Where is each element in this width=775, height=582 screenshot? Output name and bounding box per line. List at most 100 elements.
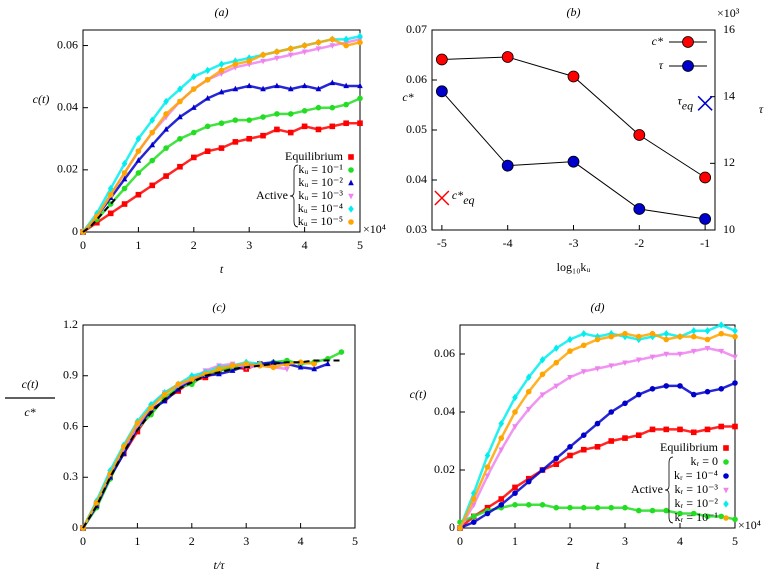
marker: [175, 381, 181, 388]
marker: [470, 496, 477, 502]
x-tick-label: 4: [302, 238, 308, 252]
marker: [218, 88, 225, 95]
marker: [498, 419, 505, 428]
y-tick-label: 0.03: [406, 222, 427, 236]
marker: [649, 507, 656, 514]
x-multiplier: ×10⁴: [738, 518, 761, 532]
legend-marker: [723, 487, 729, 494]
x-axis-label: t/τ: [214, 558, 226, 572]
legend-label: kᵣ = 0: [690, 454, 718, 468]
marker: [649, 386, 656, 392]
marker: [107, 191, 114, 198]
marker: [135, 191, 142, 198]
marker: [135, 170, 142, 176]
marker: [163, 126, 169, 132]
legend-label: kᵣ = 10⁻³: [675, 482, 719, 496]
marker: [699, 171, 712, 184]
y-tick-label: 0: [449, 520, 455, 534]
marker: [732, 354, 738, 361]
marker: [484, 510, 491, 517]
marker: [218, 67, 225, 74]
marker: [315, 85, 322, 92]
x-tick-label: 5: [352, 534, 358, 548]
marker: [315, 46, 322, 53]
marker: [635, 357, 642, 364]
marker: [434, 190, 450, 206]
marker: [704, 388, 711, 395]
reference-label: c*eq: [452, 188, 475, 207]
legend-marker: [348, 179, 354, 186]
marker: [94, 219, 100, 226]
marker: [301, 123, 308, 130]
marker: [297, 359, 304, 366]
marker: [567, 444, 573, 450]
marker: [107, 210, 114, 217]
marker: [204, 95, 211, 101]
marker: [297, 363, 304, 370]
y2-multiplier: ×10³: [717, 6, 740, 20]
marker: [525, 373, 532, 381]
y-tick-label: 0: [72, 224, 78, 238]
legend-label: kᵤ = 10⁻¹: [298, 162, 343, 176]
marker: [594, 420, 601, 427]
marker: [246, 135, 252, 142]
marker: [229, 362, 236, 369]
panel-title: (d): [591, 300, 605, 314]
x-tick-label: 3: [246, 238, 252, 252]
x-tick-label: 1: [135, 238, 141, 252]
marker: [663, 507, 670, 514]
legend-marker: [348, 154, 354, 160]
marker: [718, 321, 725, 329]
legend-label: kᵣ = 10⁻⁴: [674, 468, 718, 482]
marker: [553, 455, 560, 462]
legend-marker: [348, 193, 354, 200]
marker: [622, 332, 628, 341]
marker: [274, 111, 280, 117]
y2-tick-label: 10: [723, 222, 735, 236]
marker: [343, 42, 349, 49]
marker: [274, 48, 280, 55]
marker: [232, 85, 239, 92]
marker: [608, 363, 615, 369]
marker: [435, 85, 448, 98]
marker: [677, 510, 683, 517]
marker: [512, 409, 518, 415]
y-tick-label: 0.05: [406, 122, 427, 136]
marker: [649, 330, 656, 337]
marker: [608, 330, 615, 338]
marker: [191, 86, 197, 92]
marker: [329, 104, 336, 111]
y2-tick-label: 14: [723, 88, 735, 102]
y-tick-label: 0.6: [63, 418, 78, 432]
marker: [580, 446, 587, 453]
marker: [232, 57, 239, 65]
reference-label-subscript: eq: [463, 193, 474, 207]
marker: [260, 58, 266, 65]
marker: [329, 79, 336, 86]
marker: [470, 519, 477, 525]
marker: [622, 330, 628, 337]
marker: [270, 364, 277, 371]
marker: [204, 148, 211, 154]
y-tick-label: 0.02: [434, 462, 455, 476]
marker: [315, 126, 322, 133]
y-tick-label: 0.04: [434, 404, 455, 418]
plot-frame: [82, 324, 356, 529]
legend-brace: [664, 456, 674, 524]
marker: [580, 504, 587, 511]
marker: [260, 132, 266, 139]
reference-label-main: τ: [678, 93, 683, 107]
x-tick-label: -2: [634, 236, 644, 250]
marker: [274, 82, 280, 89]
y-axis-label: c(t): [33, 92, 50, 106]
series-line: [441, 90, 706, 220]
y-axis-label: c*: [402, 90, 413, 104]
marker: [121, 201, 128, 207]
marker: [732, 423, 738, 430]
marker: [357, 39, 363, 46]
marker: [649, 426, 656, 433]
marker: [121, 185, 128, 192]
x-tick-label: 1: [134, 534, 140, 548]
marker: [608, 333, 615, 340]
marker: [484, 473, 491, 480]
